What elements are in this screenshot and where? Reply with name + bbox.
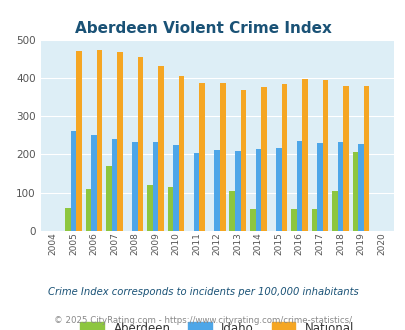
Bar: [173, 145, 179, 231]
Bar: [117, 52, 123, 231]
Bar: [275, 148, 281, 231]
Bar: [240, 90, 245, 231]
Bar: [260, 87, 266, 231]
Text: Crime Index corresponds to incidents per 100,000 inhabitants: Crime Index corresponds to incidents per…: [47, 287, 358, 297]
Bar: [290, 209, 296, 231]
Bar: [301, 79, 307, 231]
Bar: [76, 51, 81, 231]
Bar: [220, 83, 225, 231]
Bar: [158, 66, 164, 231]
Text: Aberdeen Violent Crime Index: Aberdeen Violent Crime Index: [75, 21, 330, 36]
Bar: [342, 85, 348, 231]
Bar: [214, 150, 220, 231]
Bar: [70, 131, 76, 231]
Bar: [85, 189, 91, 231]
Bar: [316, 143, 322, 231]
Bar: [111, 139, 117, 231]
Bar: [106, 166, 111, 231]
Bar: [255, 149, 260, 231]
Bar: [234, 151, 240, 231]
Bar: [138, 57, 143, 231]
Text: © 2025 CityRating.com - https://www.cityrating.com/crime-statistics/: © 2025 CityRating.com - https://www.city…: [54, 315, 351, 325]
Bar: [331, 191, 337, 231]
Bar: [199, 83, 205, 231]
Bar: [296, 141, 301, 231]
Bar: [132, 142, 138, 231]
Legend: Aberdeen, Idaho, National: Aberdeen, Idaho, National: [75, 317, 358, 330]
Bar: [311, 209, 316, 231]
Bar: [363, 86, 369, 231]
Bar: [65, 208, 70, 231]
Bar: [96, 50, 102, 231]
Bar: [194, 153, 199, 231]
Bar: [147, 185, 152, 231]
Bar: [229, 191, 234, 231]
Bar: [352, 152, 357, 231]
Bar: [281, 84, 286, 231]
Bar: [179, 76, 184, 231]
Bar: [91, 135, 96, 231]
Bar: [322, 80, 327, 231]
Bar: [337, 142, 342, 231]
Bar: [167, 187, 173, 231]
Bar: [152, 142, 158, 231]
Bar: [357, 145, 363, 231]
Bar: [249, 209, 255, 231]
